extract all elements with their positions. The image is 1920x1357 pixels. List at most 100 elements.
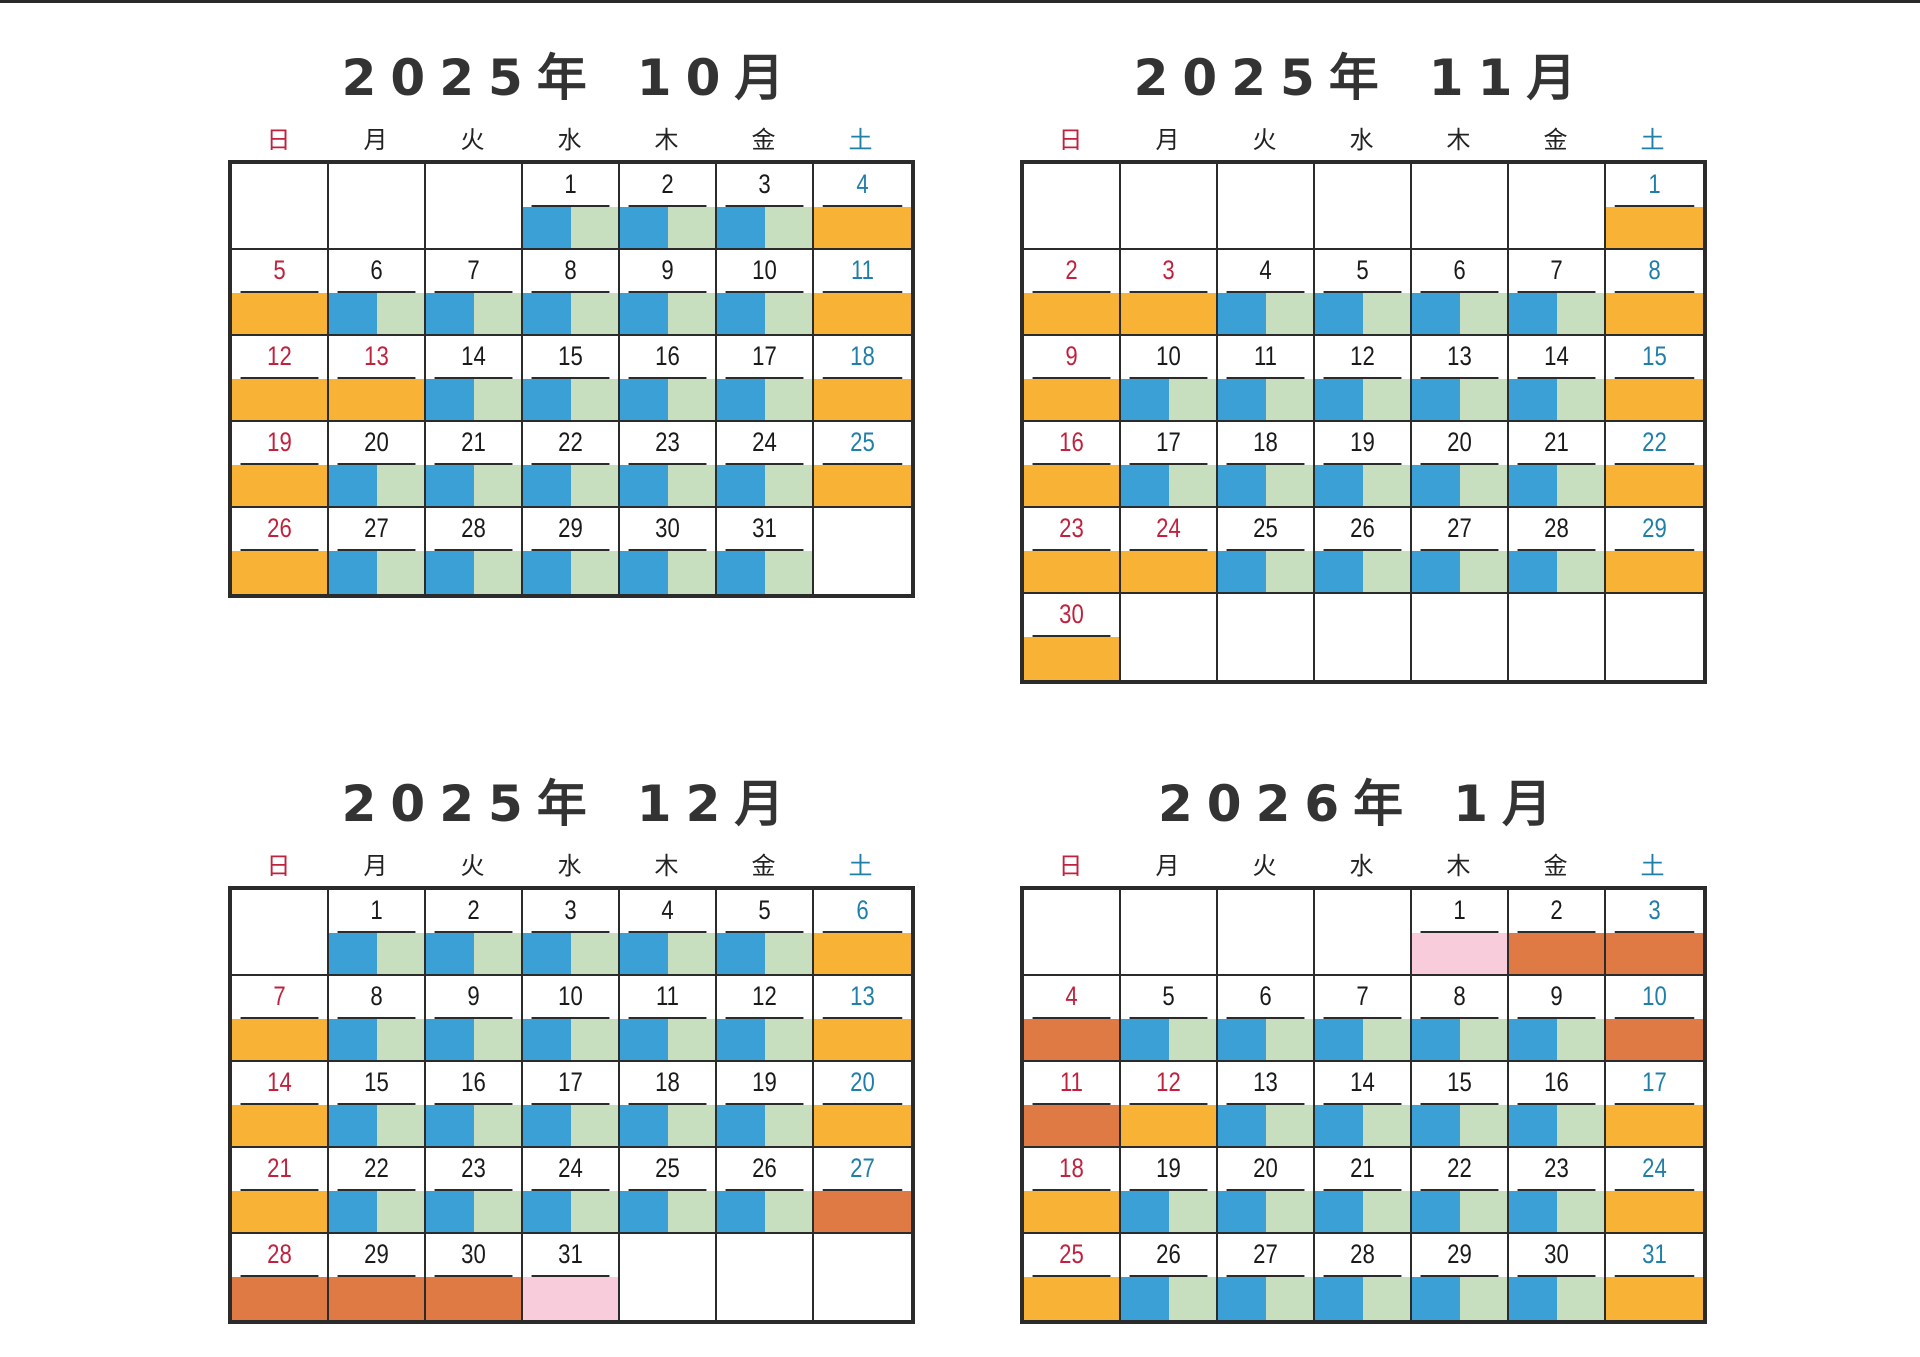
day-number: 7 — [1517, 250, 1596, 293]
holiday-status-bar — [232, 465, 327, 506]
day-cell: 4 — [1024, 976, 1121, 1062]
holiday-status-bar — [814, 1105, 911, 1146]
month-title: 2026年 1月 — [1020, 772, 1704, 836]
status-green-segment — [1362, 1019, 1410, 1060]
holiday-status-bar — [1606, 207, 1703, 248]
day-number: 22 — [1420, 1148, 1499, 1191]
status-green-segment — [764, 465, 812, 506]
weekday-status-bar — [620, 1191, 715, 1232]
day-cell: 24 — [1606, 1148, 1703, 1234]
weekday-status-bar — [620, 207, 715, 248]
day-cell: 10 — [1606, 976, 1703, 1062]
weekday-status-bar — [620, 293, 715, 334]
day-number: 27 — [1420, 508, 1499, 551]
weekday-status-bar — [1315, 1191, 1410, 1232]
status-green-segment — [1459, 551, 1507, 592]
holiday-status-bar — [1024, 293, 1119, 334]
status-green-segment — [667, 1019, 715, 1060]
status-blue-segment — [426, 1191, 474, 1232]
status-blue-segment — [523, 293, 571, 334]
status-blue-segment — [1509, 551, 1557, 592]
weekday-status-bar — [717, 293, 812, 334]
status-green-segment — [473, 465, 521, 506]
year-label: 2026年 — [1158, 775, 1418, 833]
weekday-label: 水 — [1349, 852, 1374, 880]
day-number: 4 — [1032, 976, 1111, 1019]
day-cell: 23 — [1509, 1148, 1606, 1234]
status-green-segment — [1362, 1105, 1410, 1146]
day-cell: 2 — [1509, 890, 1606, 976]
day-cell — [1024, 164, 1121, 250]
day-cell: 17 — [1121, 422, 1218, 508]
status-green-segment — [667, 465, 715, 506]
holiday-status-bar — [232, 1019, 327, 1060]
status-green-segment — [1265, 1019, 1313, 1060]
day-cell: 28 — [232, 1234, 329, 1320]
day-number: 21 — [1323, 1148, 1402, 1191]
status-blue-segment — [329, 465, 377, 506]
weekday-header: 日月火水木金土 — [228, 847, 912, 885]
day-number: 19 — [240, 422, 319, 465]
day-cell — [620, 1234, 717, 1320]
day-cell: 30 — [1024, 594, 1121, 680]
day-number: 9 — [1517, 976, 1596, 1019]
day-cell: 9 — [1024, 336, 1121, 422]
day-number: 31 — [1614, 1234, 1695, 1277]
weekday-status-bar — [329, 551, 424, 594]
closed-status-bar — [1024, 1105, 1119, 1146]
day-cell: 19 — [1315, 422, 1412, 508]
weekday-status-bar — [523, 207, 618, 248]
day-cell: 16 — [1024, 422, 1121, 508]
day-cell: 10 — [523, 976, 620, 1062]
status-blue-segment — [1315, 293, 1363, 334]
day-number: 19 — [1323, 422, 1402, 465]
status-green-segment — [1362, 465, 1410, 506]
day-cell: 25 — [1218, 508, 1315, 594]
day-cell: 12 — [717, 976, 814, 1062]
day-number: 7 — [434, 250, 513, 293]
day-number: 23 — [434, 1148, 513, 1191]
status-green-segment — [376, 551, 424, 594]
status-blue-segment — [426, 465, 474, 506]
holiday-status-bar — [1024, 1277, 1119, 1320]
weekday-status-bar — [1509, 379, 1604, 420]
day-cell: 20 — [1218, 1148, 1315, 1234]
weekday-status-bar — [426, 551, 521, 594]
status-green-segment — [667, 207, 715, 248]
status-green-segment — [473, 293, 521, 334]
day-cell: 4 — [814, 164, 911, 250]
day-cell — [1121, 890, 1218, 976]
day-cell: 27 — [1218, 1234, 1315, 1320]
status-blue-segment — [1412, 465, 1460, 506]
holiday-status-bar — [814, 379, 911, 420]
day-cell: 18 — [620, 1062, 717, 1148]
weekday-header: 日月火水木金土 — [1020, 847, 1704, 885]
day-cell: 10 — [717, 250, 814, 336]
day-number — [1033, 890, 1111, 974]
weekday-status-bar — [523, 1105, 618, 1146]
day-number: 11 — [1032, 1062, 1111, 1105]
holiday-status-bar — [232, 379, 327, 420]
day-cell — [717, 1234, 814, 1320]
day-cell — [1315, 594, 1412, 680]
holiday-status-bar — [232, 551, 327, 594]
weekday-status-bar — [1218, 465, 1313, 506]
day-number: 24 — [1129, 508, 1208, 551]
day-number: 15 — [1614, 336, 1695, 379]
day-cell — [1121, 594, 1218, 680]
month-label: 10月 — [636, 49, 799, 107]
weekday-status-bar — [1218, 551, 1313, 592]
holiday-status-bar — [1606, 1105, 1703, 1146]
day-cell: 27 — [1412, 508, 1509, 594]
holiday-status-bar — [1121, 551, 1216, 592]
day-cell — [1606, 594, 1703, 680]
status-blue-segment — [1412, 551, 1460, 592]
holiday-status-bar — [1024, 1191, 1119, 1232]
closed-status-bar — [1024, 1019, 1119, 1060]
day-number: 5 — [1323, 250, 1402, 293]
day-cell: 3 — [1121, 250, 1218, 336]
day-number: 1 — [1420, 890, 1499, 933]
day-grid: 1 2 3 4 5 6 7 8 9 10 11 12 13 14 15 16 17 18 19 20 21 22 23 24 2… — [228, 160, 915, 598]
day-cell: 13 — [1412, 336, 1509, 422]
day-cell: 21 — [426, 422, 523, 508]
